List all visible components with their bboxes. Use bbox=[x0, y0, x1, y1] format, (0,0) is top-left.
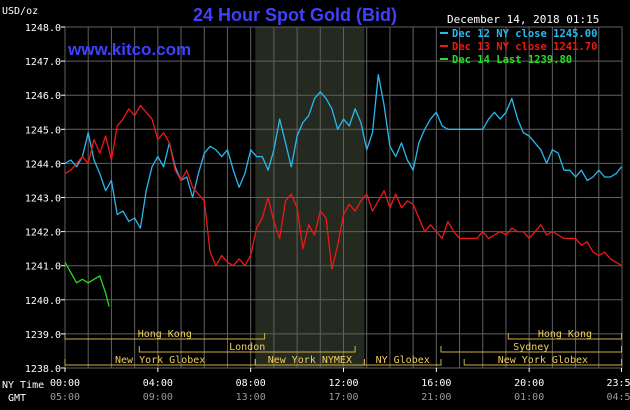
chart-title: 24 Hour Spot Gold (Bid) bbox=[193, 5, 397, 25]
session-segment: New York NYMEX bbox=[254, 355, 365, 366]
x-tick-gmt-label: 13:00 bbox=[236, 392, 266, 403]
x-tick-ny-label: 20:00 bbox=[514, 378, 544, 389]
session-segment: New York Globex bbox=[463, 355, 623, 366]
y-tick-label: 1238.0 bbox=[25, 364, 61, 375]
y-tick-label: 1242.0 bbox=[25, 228, 61, 239]
session-segment: NY Globex bbox=[363, 355, 442, 366]
session-label: New York Globex bbox=[498, 355, 588, 366]
y-tick-label: 1246.0 bbox=[25, 91, 61, 102]
x-tick-ny-label: 04:00 bbox=[143, 378, 173, 389]
y-tick-label: 1248.0 bbox=[25, 23, 61, 34]
y-tick-label: 1240.0 bbox=[25, 296, 61, 307]
legend-entry-2: Dec 13 NY close 1241.70 bbox=[452, 41, 597, 53]
x-tick-ny-label: 12:00 bbox=[328, 378, 358, 389]
y-tick-label: 1244.0 bbox=[25, 159, 61, 170]
session-label: London bbox=[229, 342, 265, 353]
session-label: New York NYMEX bbox=[268, 355, 352, 366]
session-segment: Hong Kong bbox=[64, 329, 266, 340]
axis-layer: 1248.0 1247.0 1246.0 1245.0 1244.0 1243.0 1242… bbox=[25, 23, 630, 403]
kitco-watermark: www.kitco.com bbox=[67, 40, 191, 59]
session-bracket bbox=[463, 359, 623, 366]
session-bracket bbox=[440, 346, 623, 353]
x-tick-gmt-label: 05:00 bbox=[50, 392, 80, 403]
y-tick-label: 1247.0 bbox=[25, 57, 61, 68]
x-tick-gmt-label: 09:00 bbox=[143, 392, 173, 403]
x-tick-ny-label: 00:00 bbox=[50, 378, 80, 389]
session-segment: Sydney bbox=[440, 342, 623, 353]
series-layer bbox=[64, 74, 623, 307]
unit-label: USD/oz bbox=[2, 6, 38, 17]
ny-time-row-label: NY Time bbox=[2, 380, 44, 391]
session-bracket bbox=[138, 346, 356, 353]
session-label: NY Globex bbox=[376, 355, 430, 366]
x-tick-gmt-label: 01:00 bbox=[514, 392, 544, 403]
x-tick-gmt-label: 17:00 bbox=[328, 392, 358, 403]
legend-entry-1: Dec 12 NY close 1245.00 bbox=[452, 28, 597, 40]
session-bracket bbox=[64, 333, 266, 340]
y-tick-label: 1245.0 bbox=[25, 125, 61, 136]
y-tick-label: 1239.0 bbox=[25, 330, 61, 341]
series-line-2 bbox=[64, 104, 622, 270]
date-label: December 14, 2018 01:15 bbox=[447, 13, 599, 26]
series-line-1 bbox=[64, 74, 623, 229]
y-tick-label: 1243.0 bbox=[25, 194, 61, 205]
session-label: New York Globex bbox=[115, 355, 205, 366]
session-label: Hong Kong bbox=[538, 329, 592, 340]
x-tick-gmt-label: 04:59 bbox=[606, 392, 630, 403]
y-tick-label: 1241.0 bbox=[25, 262, 61, 273]
x-tick-ny-label: 23:59 bbox=[606, 378, 630, 389]
gmt-row-label: GMT bbox=[8, 393, 26, 404]
x-tick-gmt-label: 21:00 bbox=[421, 392, 451, 403]
session-bracket bbox=[507, 333, 623, 340]
x-tick-ny-label: 08:00 bbox=[236, 378, 266, 389]
x-tick-ny-label: 16:00 bbox=[421, 378, 451, 389]
legend-entry-3: Dec 14 Last 1239.80 bbox=[452, 54, 572, 66]
session-segment: London bbox=[138, 342, 356, 353]
session-layer: Hong Kong Hong Kong London Sydney New York G… bbox=[64, 329, 623, 366]
session-bracket bbox=[363, 359, 442, 366]
session-segment: Hong Kong bbox=[507, 329, 623, 340]
session-label: Sydney bbox=[513, 342, 549, 353]
series-line-3 bbox=[64, 261, 110, 307]
session-label: Hong Kong bbox=[138, 329, 192, 340]
